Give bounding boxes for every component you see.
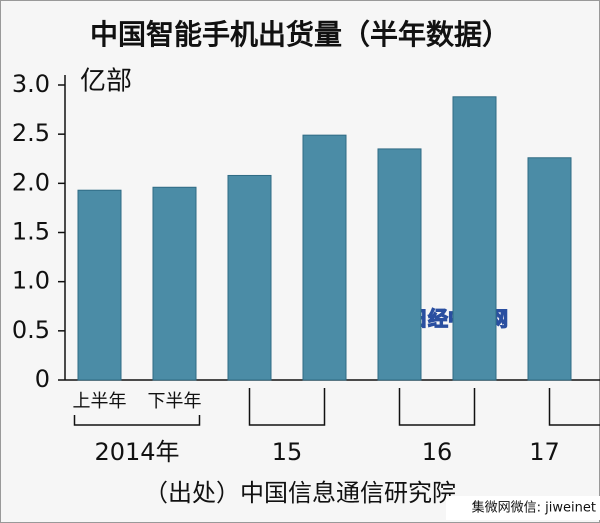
y-tick-label: 2.0 <box>12 168 50 196</box>
year-label: 17 <box>529 438 560 466</box>
x-tick-label: 上半年 <box>73 391 127 412</box>
y-tick-label: 1.0 <box>12 267 50 295</box>
watermark: 集微网微信: jiweinet <box>472 500 596 516</box>
bar <box>452 96 497 381</box>
year-label: 16 <box>422 438 453 466</box>
y-tick-label: 3.0 <box>12 70 50 98</box>
unit-label: 亿部 <box>80 67 132 97</box>
year-bracket <box>248 388 326 426</box>
chart-title: 中国智能手机出货量（半年数据） <box>90 18 510 51</box>
year-bracket <box>548 388 600 426</box>
year-bracket <box>398 388 476 426</box>
bar <box>302 134 347 381</box>
bar <box>227 174 272 381</box>
bar <box>152 186 197 381</box>
bar <box>527 157 572 381</box>
x-tick-label: 下半年 <box>148 391 202 412</box>
y-tick-label: 1.5 <box>12 218 50 246</box>
y-tick-label: 2.5 <box>12 119 50 147</box>
year-label: 15 <box>272 438 303 466</box>
source: （出处）中国信息通信研究院 <box>144 479 456 507</box>
year-bracket <box>73 415 201 426</box>
year-label: 2014年 <box>94 438 179 466</box>
bar <box>77 189 122 381</box>
y-tick-label: 0.5 <box>12 316 50 344</box>
watermark-bg <box>446 496 600 520</box>
y-tick-label: 0 <box>35 365 50 393</box>
bar <box>377 148 422 381</box>
